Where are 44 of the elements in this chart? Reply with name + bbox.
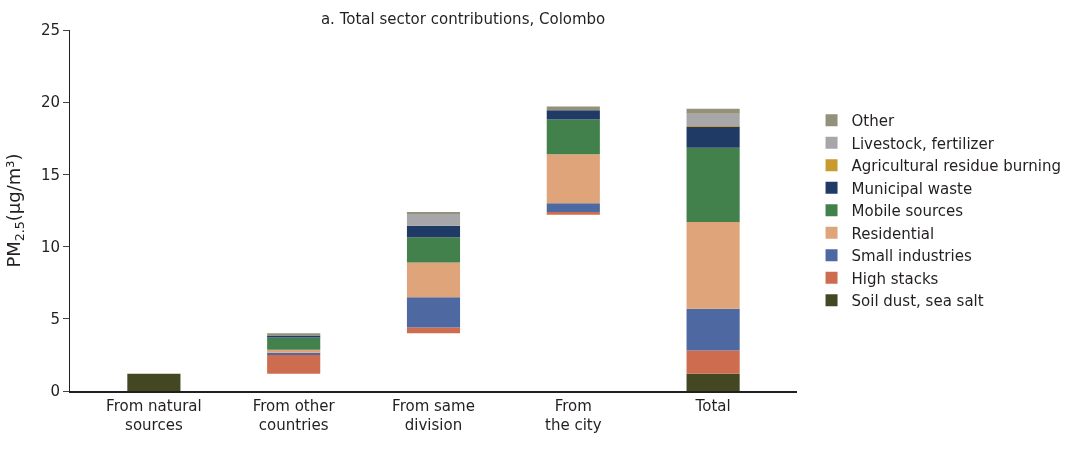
x-tick-label: From the city bbox=[545, 396, 602, 435]
y-tick-label: 0 bbox=[50, 382, 60, 401]
y-tick-label: 5 bbox=[50, 310, 60, 329]
bar bbox=[546, 203, 600, 212]
bar bbox=[406, 214, 461, 226]
legend-label: Municipal waste bbox=[851, 179, 973, 198]
bar bbox=[406, 297, 461, 328]
bar bbox=[686, 308, 740, 351]
bar bbox=[267, 337, 321, 350]
legend-label: High stacks bbox=[851, 269, 939, 288]
bar bbox=[546, 110, 600, 120]
x-tick-label: From other countries bbox=[252, 396, 336, 435]
legend-label: Agricultural residue burning bbox=[851, 157, 1061, 176]
legend-label: Livestock, fertilizer bbox=[851, 134, 995, 153]
bar bbox=[406, 262, 461, 298]
bar bbox=[686, 350, 740, 374]
bar bbox=[686, 126, 740, 148]
bar bbox=[686, 222, 740, 309]
legend-label: Other bbox=[851, 112, 895, 131]
bar bbox=[406, 327, 461, 334]
y-tick-label: 10 bbox=[40, 237, 60, 256]
y-tick-label: 20 bbox=[40, 93, 60, 112]
x-tick-label: Total bbox=[694, 396, 731, 415]
legend-label: Residential bbox=[851, 224, 935, 243]
bar bbox=[686, 113, 740, 127]
legend-label: Small industries bbox=[851, 247, 972, 266]
bar bbox=[406, 211, 461, 215]
legend-label: Mobile sources bbox=[851, 202, 964, 221]
chart-title: a. Total sector contributions, Colombo bbox=[320, 10, 606, 29]
bar bbox=[686, 108, 740, 114]
bar bbox=[406, 237, 461, 263]
bar bbox=[406, 225, 461, 238]
x-tick-label: From natural sources bbox=[106, 396, 202, 435]
legend-label: Soil dust, sea salt bbox=[851, 292, 984, 311]
bar bbox=[686, 147, 740, 223]
bar bbox=[546, 154, 600, 204]
x-tick-label: From same division bbox=[392, 396, 475, 435]
bar bbox=[267, 354, 321, 374]
bar bbox=[127, 373, 181, 391]
bar bbox=[546, 211, 600, 215]
bar bbox=[686, 373, 740, 391]
bar bbox=[546, 119, 600, 155]
y-tick-label: 15 bbox=[40, 165, 60, 184]
y-tick-label: 25 bbox=[40, 21, 60, 40]
